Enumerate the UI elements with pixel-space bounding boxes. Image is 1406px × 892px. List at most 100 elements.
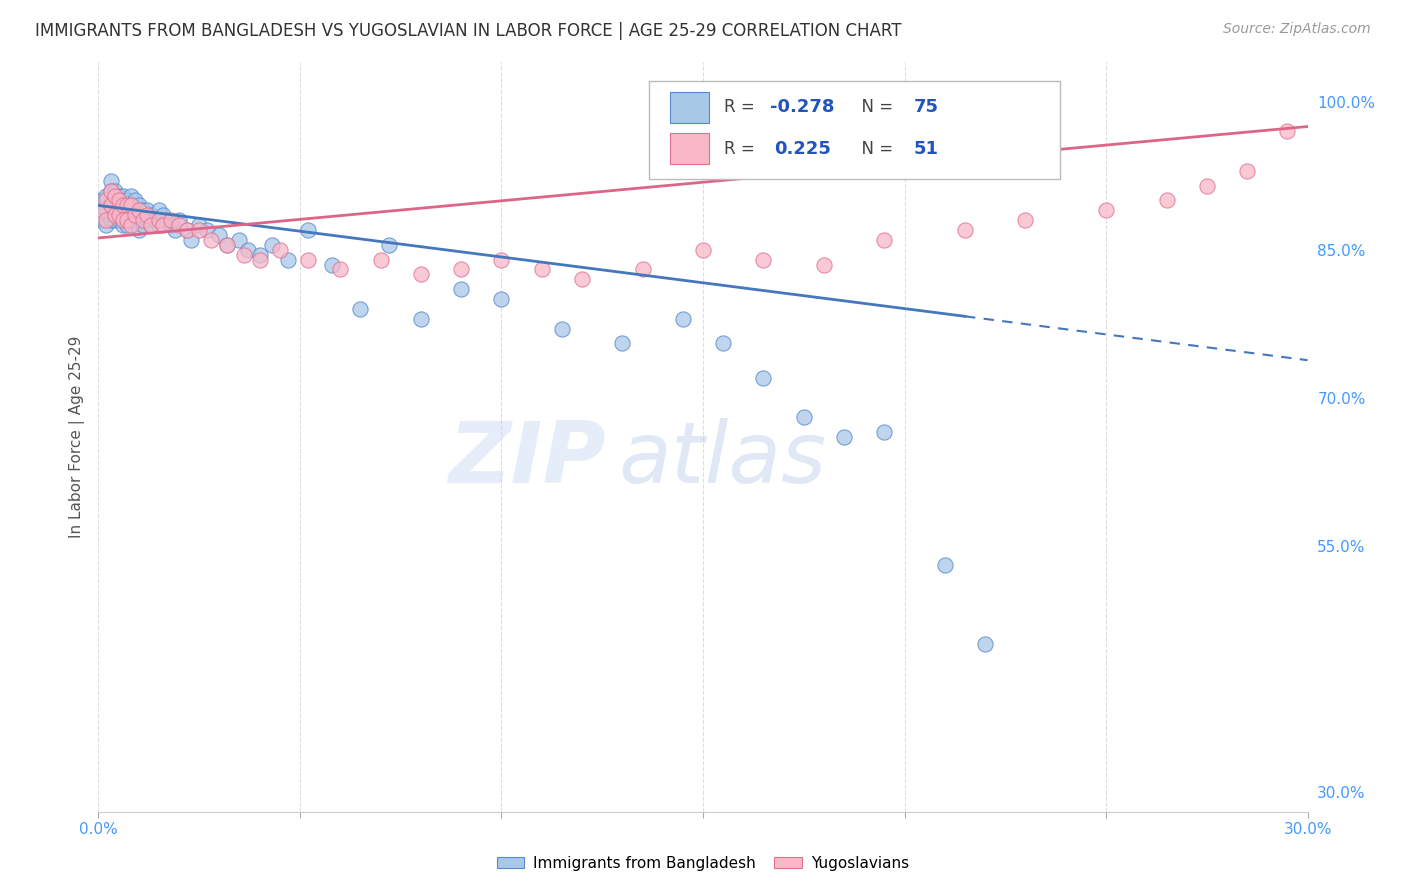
Point <box>135 208 157 222</box>
Point <box>128 203 150 218</box>
Point <box>530 262 553 277</box>
Point <box>450 262 472 277</box>
Point <box>128 198 150 212</box>
Point <box>692 243 714 257</box>
Point <box>148 203 170 218</box>
Point <box>188 223 211 237</box>
Point <box>103 184 125 198</box>
Point <box>103 188 125 202</box>
Point <box>1195 178 1218 193</box>
Point <box>115 198 138 212</box>
Point <box>103 208 125 222</box>
Point <box>491 292 513 306</box>
Text: 0.225: 0.225 <box>775 140 831 158</box>
Point <box>160 213 183 227</box>
Point <box>111 188 134 202</box>
Point <box>124 203 146 218</box>
Point <box>160 218 183 232</box>
FancyBboxPatch shape <box>671 92 709 123</box>
Point <box>96 203 118 218</box>
Point <box>124 194 146 208</box>
Point <box>115 218 138 232</box>
Point <box>135 213 157 227</box>
Point <box>200 233 222 247</box>
Point <box>91 203 114 218</box>
Point <box>156 213 179 227</box>
Point <box>148 218 170 232</box>
Point <box>1277 124 1299 138</box>
Point <box>91 198 114 212</box>
Point <box>91 213 114 227</box>
Point <box>260 237 283 252</box>
Point <box>103 213 125 227</box>
Text: -0.278: -0.278 <box>769 98 834 116</box>
Text: Source: ZipAtlas.com: Source: ZipAtlas.com <box>1223 22 1371 37</box>
Point <box>370 252 392 267</box>
Point <box>124 213 146 227</box>
Text: N =: N = <box>851 98 898 116</box>
Point <box>277 252 299 267</box>
Point <box>491 252 513 267</box>
Point <box>120 218 142 232</box>
Text: R =: R = <box>724 140 759 158</box>
Point <box>96 213 118 227</box>
Point <box>1156 194 1178 208</box>
Point <box>409 311 432 326</box>
FancyBboxPatch shape <box>671 133 709 164</box>
Point <box>1236 164 1258 178</box>
Point <box>107 198 129 212</box>
Point <box>349 301 371 316</box>
Point <box>139 208 162 222</box>
Point <box>217 237 239 252</box>
Point <box>297 223 319 237</box>
Point <box>249 252 271 267</box>
Point <box>100 184 122 198</box>
Point <box>167 213 190 227</box>
Point <box>91 194 114 208</box>
Point <box>953 223 976 237</box>
Point <box>107 208 129 222</box>
Point <box>128 213 150 227</box>
Point <box>934 558 956 573</box>
Point <box>152 208 174 222</box>
Legend: Immigrants from Bangladesh, Yugoslavians: Immigrants from Bangladesh, Yugoslavians <box>491 850 915 877</box>
Point <box>217 237 239 252</box>
Point <box>228 233 250 247</box>
Point <box>409 268 432 282</box>
Point <box>111 213 134 227</box>
Text: 75: 75 <box>914 98 938 116</box>
Point <box>269 243 291 257</box>
Point <box>139 218 162 232</box>
Point <box>873 425 896 439</box>
Y-axis label: In Labor Force | Age 25-29: In Labor Force | Age 25-29 <box>69 336 84 538</box>
Point <box>120 198 142 212</box>
Point <box>120 198 142 212</box>
Point <box>96 218 118 232</box>
Point <box>128 223 150 237</box>
Point <box>107 194 129 208</box>
Point <box>107 188 129 202</box>
Point <box>793 410 815 425</box>
Point <box>139 218 162 232</box>
Point <box>873 233 896 247</box>
Point <box>135 203 157 218</box>
Point <box>132 203 155 218</box>
Point <box>96 194 118 208</box>
Point <box>163 223 186 237</box>
Point <box>974 637 997 651</box>
Point <box>176 223 198 237</box>
Point <box>111 218 134 232</box>
Point <box>107 213 129 227</box>
Point <box>450 282 472 296</box>
Point <box>100 198 122 212</box>
Point <box>329 262 352 277</box>
Point <box>120 213 142 227</box>
Text: IMMIGRANTS FROM BANGLADESH VS YUGOSLAVIAN IN LABOR FORCE | AGE 25-29 CORRELATION: IMMIGRANTS FROM BANGLADESH VS YUGOSLAVIA… <box>35 22 901 40</box>
Text: R =: R = <box>724 98 759 116</box>
Point <box>96 188 118 202</box>
Point <box>752 371 775 385</box>
Point <box>321 258 343 272</box>
Text: atlas: atlas <box>619 418 827 501</box>
Point <box>152 218 174 232</box>
Point <box>120 188 142 202</box>
